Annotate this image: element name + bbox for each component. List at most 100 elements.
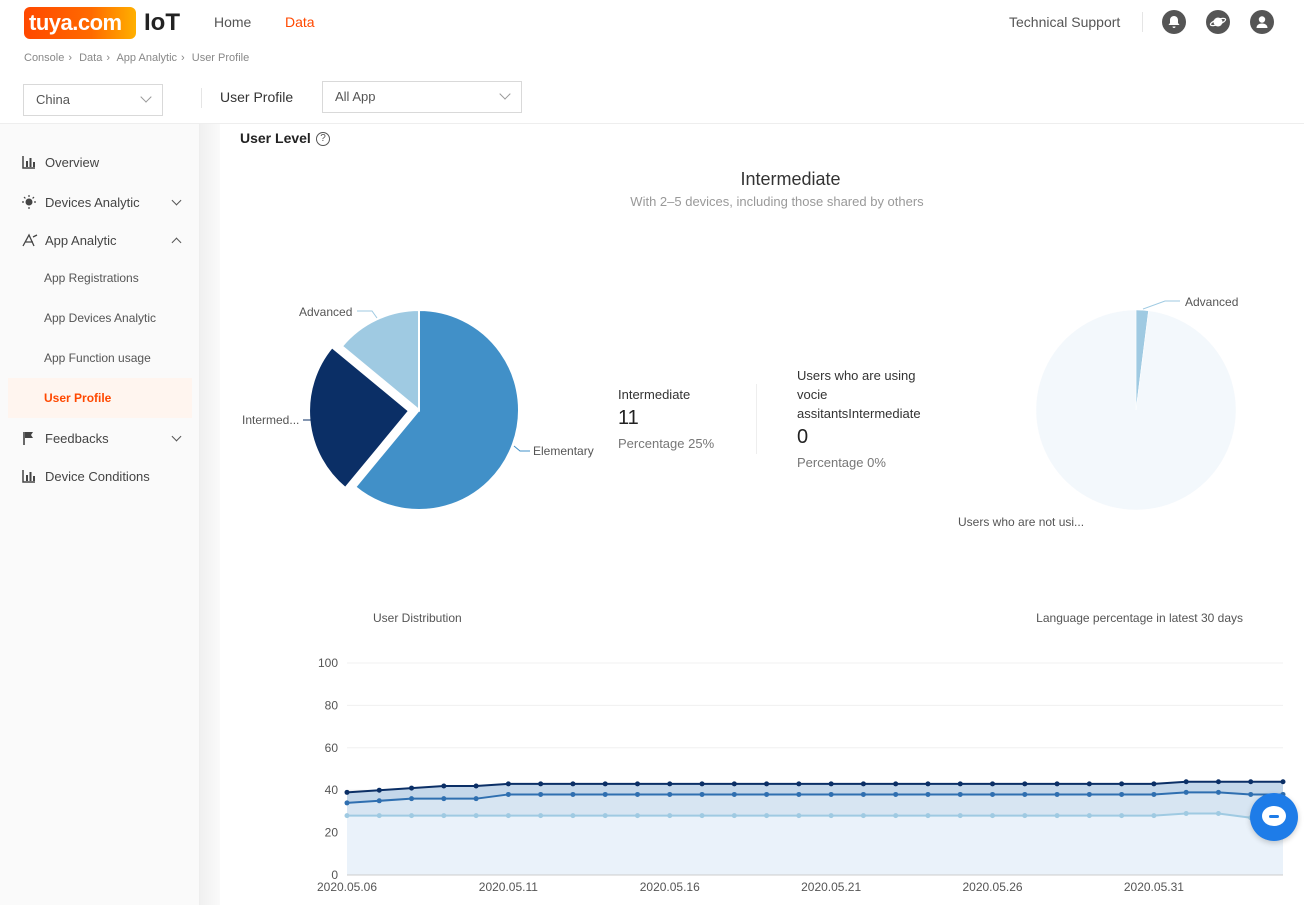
series-point	[344, 800, 350, 806]
series-point	[344, 813, 350, 819]
series-point	[1151, 813, 1157, 819]
breadcrumb-app-analytic[interactable]: App Analytic	[116, 52, 178, 64]
pie2-label-not-using: Users who are not usi...	[958, 515, 1084, 529]
series-point	[860, 781, 866, 787]
stat-voice-label-line3: assitantsIntermediate	[797, 406, 921, 421]
sidebar-subitem-app-devices-analytic[interactable]: App Devices Analytic	[44, 311, 157, 325]
sidebar-item-devices-analytic[interactable]: Devices Analytic	[0, 185, 200, 221]
series-point	[1248, 779, 1254, 785]
series-point	[602, 813, 608, 819]
series-point	[925, 813, 931, 819]
sidebar-subitem-user-profile[interactable]: User Profile	[8, 378, 192, 418]
series-point	[473, 783, 479, 789]
bar-chart-icon	[21, 155, 37, 172]
sidebar: Overview Devices Analytic App Analytic A…	[0, 124, 200, 905]
pie-slice-advanced	[340, 308, 420, 413]
region-select[interactable]: China	[23, 84, 163, 116]
sidebar-item-app-analytic[interactable]: App Analytic	[0, 223, 200, 259]
series-point	[957, 781, 963, 787]
filter-divider	[201, 88, 202, 108]
help-icon[interactable]: ?	[316, 132, 330, 146]
sidebar-item-feedbacks[interactable]: Feedbacks	[0, 421, 200, 457]
sidebar-subitem-app-registrations[interactable]: App Registrations	[44, 271, 139, 285]
stats-divider	[756, 384, 757, 454]
series-point	[570, 813, 576, 819]
filter-bar	[0, 72, 1304, 124]
app-select[interactable]: All App	[322, 81, 522, 113]
stat-voice-value: 0	[797, 426, 809, 448]
breadcrumb-data[interactable]: Data	[79, 52, 103, 64]
series-point	[667, 791, 673, 797]
chat-support-button[interactable]	[1250, 793, 1298, 841]
technical-support-link[interactable]: Technical Support	[1009, 14, 1121, 30]
series-point	[409, 785, 415, 791]
tuya-logo[interactable]: tuya.com	[24, 7, 136, 39]
series-point	[667, 781, 673, 787]
breadcrumb-console[interactable]: Console	[24, 52, 65, 64]
sidebar-subitem-app-function-usage[interactable]: App Function usage	[44, 351, 151, 365]
bar-chart-icon	[21, 469, 37, 486]
series-point	[1086, 791, 1092, 797]
y-tick-label: 40	[325, 783, 339, 797]
pie2-label-line	[1142, 300, 1180, 310]
series-point	[828, 781, 834, 787]
series-point	[634, 781, 640, 787]
x-tick-label: 2020.05.26	[962, 880, 1022, 894]
bell-icon[interactable]	[1162, 10, 1186, 34]
series-point	[1054, 791, 1060, 797]
series-point	[990, 813, 996, 819]
x-tick-label: 2020.05.21	[801, 880, 861, 894]
x-tick-label: 2020.05.06	[317, 880, 377, 894]
series-point	[957, 813, 963, 819]
series-point	[1086, 781, 1092, 787]
stat-intermediate-percentage: Percentage 25%	[618, 436, 715, 451]
series-point	[731, 781, 737, 787]
series-point	[1119, 781, 1125, 787]
planet-icon[interactable]	[1206, 10, 1230, 34]
series-point	[764, 781, 770, 787]
series-point	[1022, 791, 1028, 797]
series-point	[667, 813, 673, 819]
series-point	[990, 781, 996, 787]
nav-data[interactable]: Data	[285, 14, 315, 30]
series-point	[796, 781, 802, 787]
breadcrumb-separator-icon: ›	[106, 52, 111, 64]
y-tick-label: 80	[325, 698, 339, 712]
series-point	[1086, 813, 1092, 819]
series-point	[828, 813, 834, 819]
series-line	[347, 812, 1283, 819]
header-divider	[1142, 12, 1143, 32]
series-point	[860, 791, 866, 797]
main-edge-shadow	[200, 124, 220, 905]
series-point	[409, 796, 415, 802]
stat-voice-percentage: Percentage 0%	[797, 455, 886, 470]
series-point	[1183, 779, 1189, 785]
series-point	[1215, 789, 1221, 795]
stat-voice-label-line2: vocie	[797, 387, 828, 402]
series-point	[990, 791, 996, 797]
breadcrumb-separator-icon: ›	[68, 52, 73, 64]
nav-home[interactable]: Home	[214, 14, 252, 30]
series-point	[473, 796, 479, 802]
series-point	[893, 781, 899, 787]
x-tick-label: 2020.05.16	[640, 880, 700, 894]
y-tick-label: 0	[331, 868, 338, 882]
series-point	[602, 791, 608, 797]
user-icon[interactable]	[1250, 10, 1274, 34]
sidebar-item-overview[interactable]: Overview	[0, 145, 200, 181]
series-area	[347, 813, 1283, 875]
sidebar-item-device-conditions[interactable]: Device Conditions	[0, 459, 200, 495]
series-point	[344, 789, 350, 795]
series-point	[699, 791, 705, 797]
series-point	[828, 791, 834, 797]
chat-bubble-icon	[1262, 806, 1286, 826]
breadcrumb: Console › Data › App Analytic › User Profil…	[24, 52, 253, 64]
chart-subtitle: Language percentage in latest 30 days	[1036, 611, 1243, 625]
bulb-icon	[21, 195, 37, 212]
series-point	[1183, 811, 1189, 817]
series-point	[441, 813, 447, 819]
series-point	[893, 813, 899, 819]
top-navigation-bar: tuya.com IoT Home Data Technical Support…	[0, 0, 1304, 72]
series-point	[731, 791, 737, 797]
series-point	[860, 813, 866, 819]
